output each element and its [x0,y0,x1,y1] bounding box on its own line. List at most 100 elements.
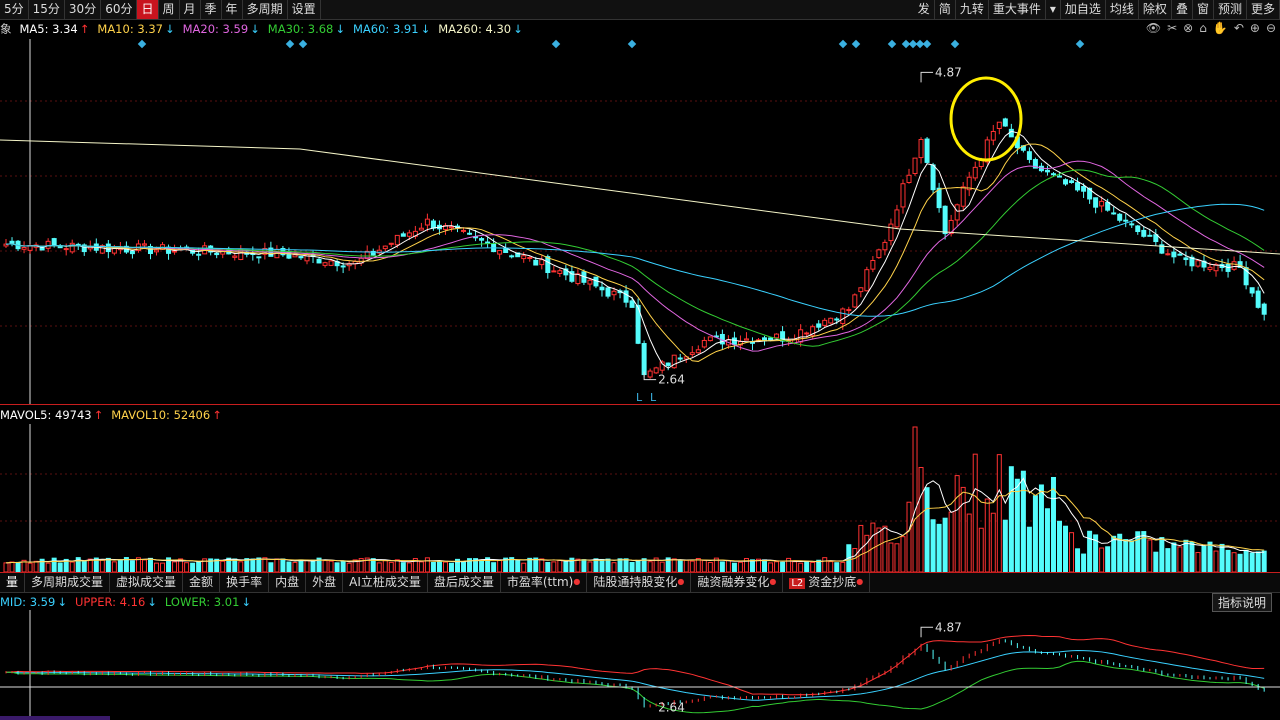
candle [406,232,412,237]
toolbar-button[interactable]: 发 [914,0,935,19]
candle [1008,128,1014,138]
candle [822,319,828,326]
toolbar-button[interactable]: 叠 [1172,0,1193,19]
indicator-tab[interactable]: 量 [0,573,26,592]
volume-bar [659,561,665,572]
indicator-tab[interactable]: 市盈率(ttm)● [501,573,588,592]
toolbar-button[interactable]: 更多 [1247,0,1280,19]
candle [1026,151,1032,160]
legend-item: MA10: 3.37 ↓ [97,22,174,36]
candle [232,255,238,258]
candlestick-chart[interactable]: 4.872.64L L [0,39,1280,405]
arrow-down-icon: ↓ [250,22,260,36]
toolbar-button[interactable]: ▾ [1046,0,1061,19]
volume-bar [683,559,689,572]
undo-icon[interactable]: ↶ [1233,21,1244,35]
toolbar-button[interactable]: 预测 [1214,0,1247,19]
close-icon[interactable]: ⊗ [1183,21,1194,35]
legend-value: MID: 3.59 [0,595,56,609]
l2-badge: L2 [789,578,806,589]
indicator-tab[interactable]: L2 资金抄底● [783,573,871,592]
indicator-tab[interactable]: 金额 [183,573,221,592]
volume-chart[interactable] [0,424,1280,572]
toolbar-button[interactable]: 均线 [1106,0,1139,19]
indicator-tab[interactable]: 换手率 [220,573,270,592]
volume-bar [141,559,147,572]
volume-bar [406,562,412,572]
event-diamond-icon [887,39,897,49]
volume-bar [123,557,129,572]
toolbar-button[interactable]: 简 [935,0,956,19]
volume-bar [172,561,178,572]
event-diamond-icon [922,39,932,49]
candle [906,174,912,183]
volume-bar [948,511,954,572]
indicator-tab[interactable]: 融资融券变化● [691,573,784,592]
volume-bar [888,542,894,572]
candle [1159,244,1165,254]
zoom-out-icon[interactable]: ⊖ [1265,21,1276,35]
eye-icon[interactable]: 👁 [1145,21,1162,35]
volume-bar [1189,541,1195,572]
toolbar-button[interactable]: 窗 [1193,0,1214,19]
indicator-tab[interactable]: 虚拟成交量 [110,573,184,592]
volume-bar [1063,525,1069,572]
volume-bar [238,561,244,572]
boll-low-label: 2.64 [658,701,685,715]
indicator-help-button[interactable]: 指标说明 [1211,593,1272,612]
indicator-tab[interactable]: 盘后成交量 [428,573,501,592]
candle [1135,225,1141,233]
volume-bar [882,525,888,572]
period-tab[interactable]: 日 [137,0,159,19]
candle [1075,182,1081,191]
candle [635,304,641,344]
toolbar-button[interactable]: 加自选 [1061,0,1106,19]
volume-bar [822,557,828,572]
candle [214,252,220,256]
candle [557,270,563,274]
boll-chart[interactable]: 4.87 2.64 [0,610,1280,720]
candle [521,255,527,260]
indicator-tab[interactable]: 内盘 [269,573,307,592]
toolbar-button[interactable]: 重大事件 [989,0,1046,19]
period-tab[interactable]: 5分 [0,0,29,19]
volume-bar [232,558,238,572]
volume-bar [154,562,159,572]
period-tab[interactable]: 多周期 [243,0,288,19]
indicator-tab[interactable]: AI立桩成交量 [343,573,428,592]
period-tab[interactable]: 30分 [65,0,102,19]
candle [497,250,503,255]
period-tab[interactable]: 周 [159,0,180,19]
candle [473,236,479,239]
period-tab[interactable]: 60分 [101,0,138,19]
indicator-tab[interactable]: 多周期成交量 [25,573,111,592]
toolbar-button[interactable]: 九转 [956,0,989,19]
lock-icon[interactable]: ⌂ [1199,21,1207,35]
zoom-in-icon[interactable]: ⊕ [1249,21,1260,35]
candle [695,349,701,354]
volume-bar [918,467,924,572]
scissors-icon[interactable]: ✂ [1167,21,1178,35]
pan-icon[interactable]: ✋ [1212,21,1228,35]
volume-bar [587,561,593,572]
volume-bar [828,561,834,572]
period-tab[interactable]: 15分 [29,0,65,19]
toolbar-button[interactable]: 除权 [1139,0,1172,19]
candle [1057,175,1062,178]
candle [316,258,322,264]
candle [798,329,804,343]
indicator-tab[interactable]: 陆股通持股变化● [587,573,692,592]
candle [196,253,202,256]
period-tab[interactable]: 年 [222,0,243,19]
candle [870,260,876,270]
candle [45,240,51,249]
volume-bar [605,558,611,572]
volume-bar [436,561,442,572]
indicator-tab[interactable]: 外盘 [306,573,344,592]
period-tab[interactable]: 设置 [288,0,321,19]
ma-line-260 [0,139,1280,255]
volume-bar [93,557,99,572]
candle [665,362,671,366]
period-tab[interactable]: 季 [201,0,222,19]
period-tab[interactable]: 月 [180,0,201,19]
